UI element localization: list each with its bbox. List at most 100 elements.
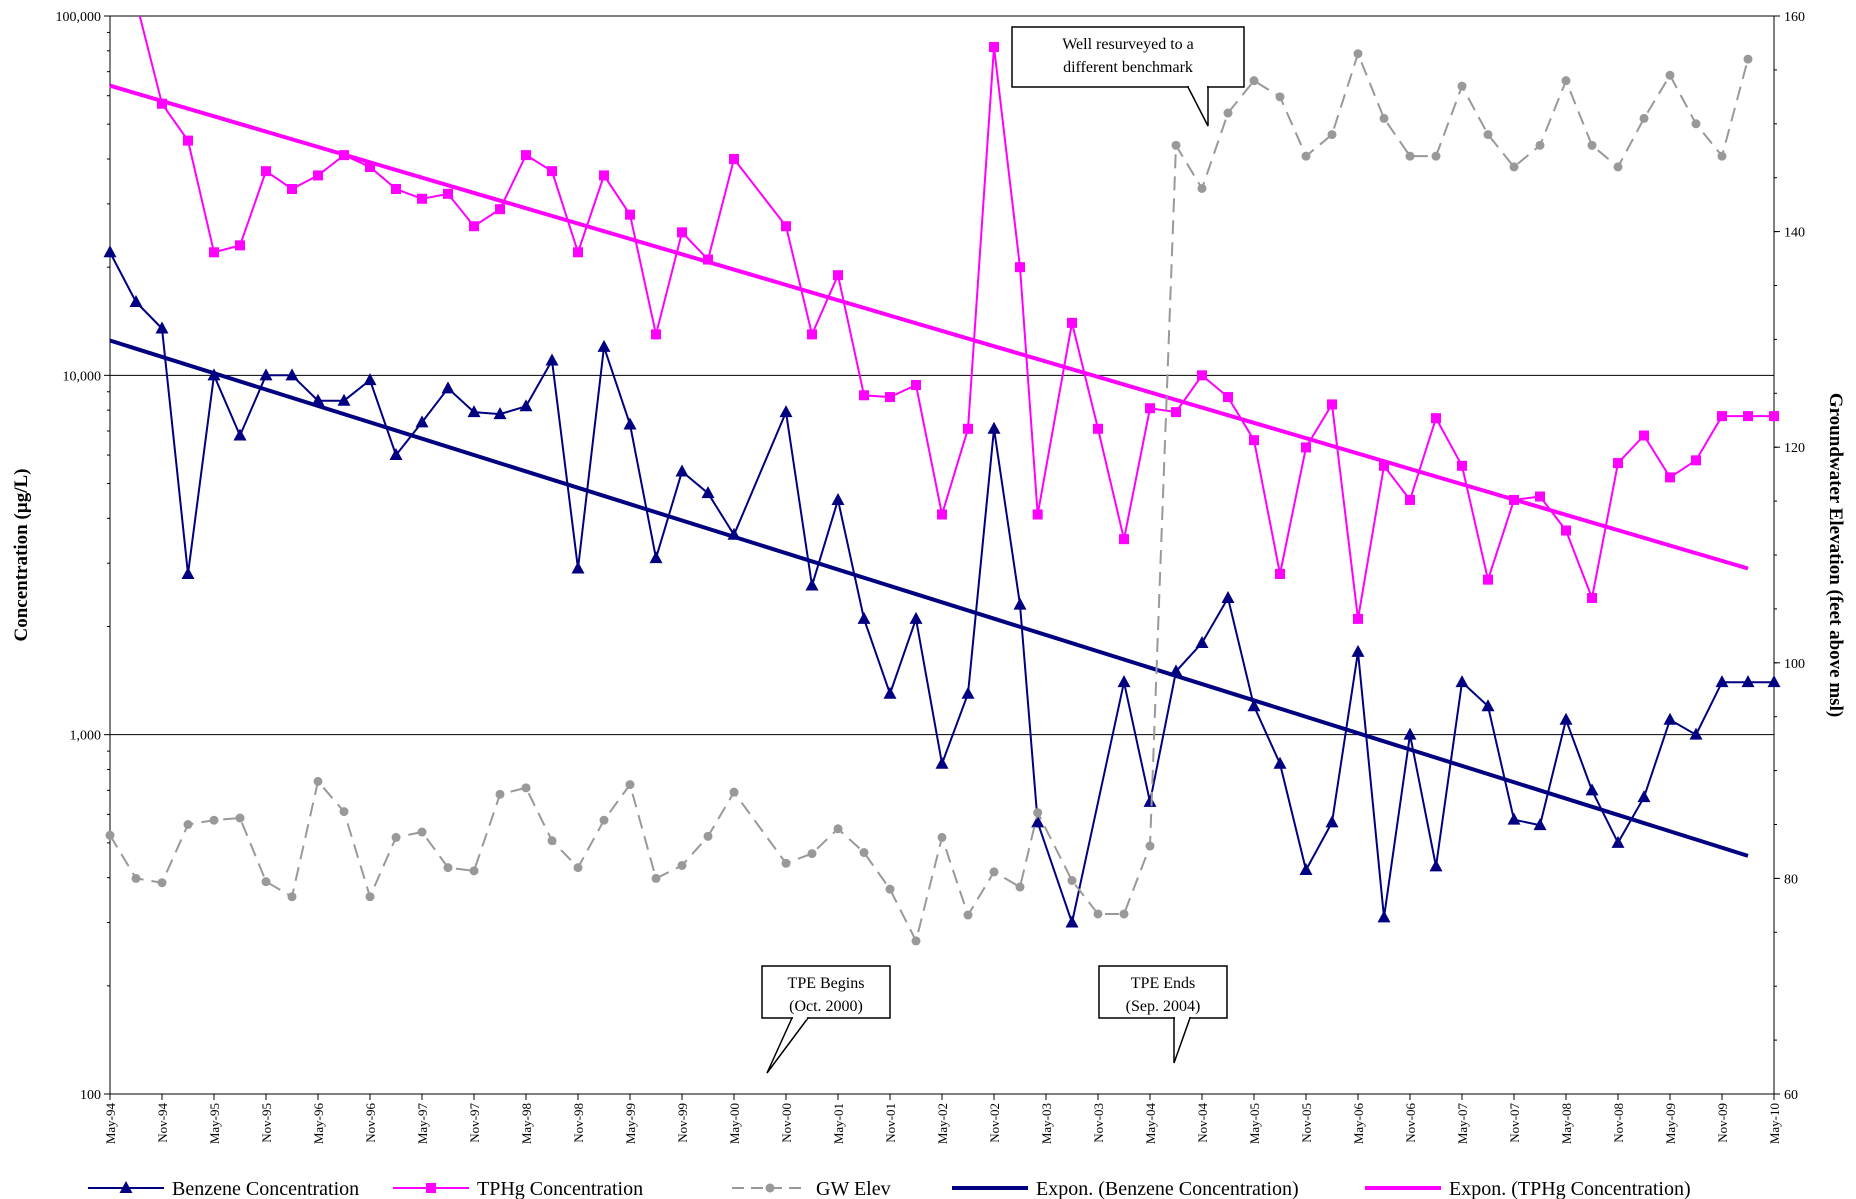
data-point-benzene [1273, 756, 1287, 769]
data-point-gw [1327, 130, 1337, 140]
data-point-tphg [599, 170, 609, 181]
data-point-tphg [391, 184, 401, 195]
data-point-gw [469, 866, 479, 876]
data-point-benzene [129, 294, 143, 307]
data-point-tphg [703, 254, 713, 265]
x-tick-label: May-10 [1767, 1103, 1782, 1144]
data-point-benzene [1455, 675, 1469, 688]
data-point-tphg [235, 240, 245, 251]
data-point-tphg [1613, 458, 1623, 469]
data-point-gw [625, 780, 635, 790]
y-right-tick-label: 60 [1784, 1088, 1798, 1103]
data-point-benzene [779, 405, 793, 418]
data-point-benzene [1195, 635, 1209, 648]
y-right-tick-label: 120 [1784, 441, 1805, 456]
data-point-benzene [363, 373, 377, 386]
x-tick-label: Nov-96 [363, 1103, 378, 1143]
legend: Benzene Concentration TPHg Concentration G… [88, 1178, 1691, 1199]
legend-label: Expon. (Benzene Concentration) [1036, 1178, 1299, 1199]
data-point-tphg [1067, 317, 1077, 328]
legend-label: Expon. (TPHg Concentration) [1449, 1178, 1691, 1199]
data-point-benzene [545, 353, 559, 366]
x-tick-label: Nov-95 [259, 1103, 274, 1143]
y-left-tick-label: 100 [80, 1088, 101, 1103]
data-point-gw [1561, 76, 1571, 86]
x-tick-label: Nov-01 [883, 1103, 898, 1143]
data-point-tphg [1587, 593, 1597, 604]
data-point-tphg [1353, 613, 1363, 624]
data-point-benzene [259, 368, 273, 381]
y-left-axis-title: Concentration (µg/L) [11, 469, 32, 642]
axes: 100 1,000 10,000 100,000 60 80 100 120 140 160 May… [56, 10, 1806, 1144]
x-tick-label: May-94 [103, 1103, 118, 1145]
data-point-gw [651, 873, 661, 883]
data-point-tphg [1769, 411, 1779, 422]
data-point-tphg [963, 423, 973, 434]
data-point-tphg [157, 98, 167, 109]
x-tick-label: May-06 [1351, 1103, 1366, 1145]
data-point-tphg [1379, 460, 1389, 471]
x-tick-label: Nov-04 [1195, 1103, 1210, 1143]
data-point-gw [729, 787, 739, 797]
data-point-gw [1301, 151, 1311, 161]
data-point-gw [105, 830, 115, 840]
data-point-benzene [1403, 727, 1417, 740]
data-point-tphg [1145, 403, 1155, 414]
data-point-gw [1717, 151, 1727, 161]
x-tick-label: Nov-98 [571, 1103, 586, 1143]
data-point-tphg [1639, 430, 1649, 441]
x-tick-label: Nov-00 [779, 1103, 794, 1143]
data-point-gw [1483, 130, 1493, 140]
data-point-gw [937, 832, 947, 842]
x-tick-label: May-04 [1143, 1103, 1158, 1145]
data-point-tphg [1561, 525, 1571, 536]
data-point-benzene [701, 486, 715, 499]
y-right-tick-label: 80 [1784, 872, 1798, 887]
data-point-gw [703, 831, 713, 841]
data-point-tphg [781, 221, 791, 232]
data-point-gw [1197, 183, 1207, 193]
data-point-tphg [183, 135, 193, 146]
data-point-gw [261, 877, 271, 887]
data-point-benzene [233, 428, 247, 441]
data-point-benzene [571, 561, 585, 574]
data-point-tphg [339, 150, 349, 161]
data-point-benzene [1247, 699, 1261, 712]
data-point-tphg [807, 329, 817, 340]
data-point-tphg [911, 379, 921, 390]
x-tick-label: Nov-09 [1715, 1103, 1730, 1143]
data-point-gw [1379, 113, 1389, 123]
data-point-tphg [989, 41, 999, 52]
data-point-tphg [1171, 407, 1181, 418]
x-tick-label: Nov-02 [987, 1103, 1002, 1143]
data-point-tphg [313, 170, 323, 181]
data-point-tphg [1015, 262, 1025, 273]
x-tick-label: Nov-05 [1299, 1103, 1314, 1143]
data-point-gw [287, 892, 297, 902]
data-point-gw [1145, 841, 1155, 851]
data-point-tphg [1665, 472, 1675, 483]
callout-text: TPE Begins [788, 975, 865, 992]
data-point-tphg [1691, 455, 1701, 466]
data-point-benzene [441, 381, 455, 394]
data-point-benzene [675, 464, 689, 477]
trendlines [109, 83, 1749, 858]
data-point-gw [1249, 76, 1259, 86]
data-point-benzene [1689, 727, 1703, 740]
data-point-benzene [1325, 815, 1339, 828]
data-point-gw [1067, 876, 1077, 886]
data-point-benzene [519, 399, 533, 412]
data-point-gw [1015, 882, 1025, 892]
data-point-benzene [1143, 794, 1157, 807]
data-point-benzene [1663, 712, 1677, 725]
callout-text: (Sep. 2004) [1126, 998, 1201, 1015]
data-point-gw [1691, 119, 1701, 129]
data-point-benzene [467, 405, 481, 418]
data-point-tphg [573, 247, 583, 258]
data-point-benzene [1507, 812, 1521, 825]
data-point-gw [573, 863, 583, 873]
data-point-tphg [1327, 399, 1337, 410]
callout-box [1098, 965, 1228, 1019]
legend-label: TPHg Concentration [477, 1178, 643, 1199]
